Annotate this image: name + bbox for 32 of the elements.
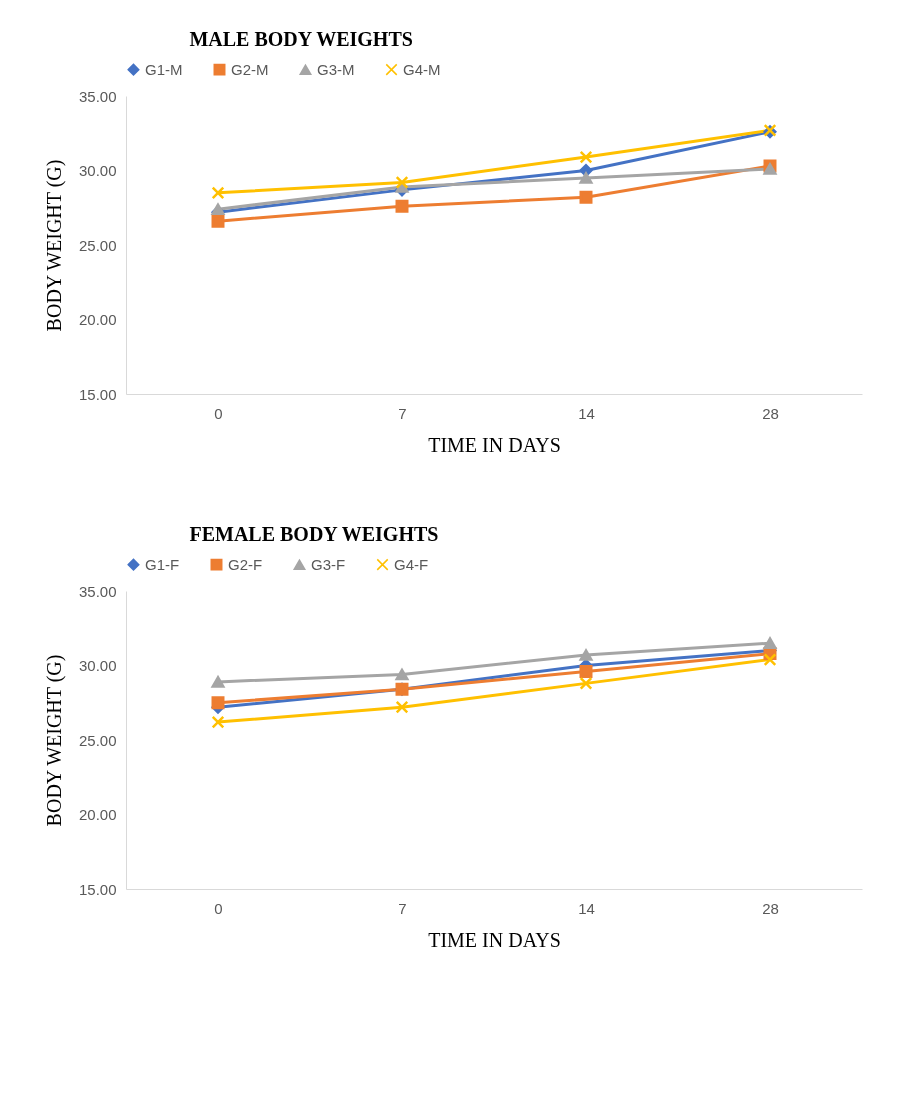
y-tick-label: 20.00 <box>78 311 117 328</box>
legend-label: G1-F <box>145 555 180 573</box>
y-tick-label: 35.00 <box>78 582 117 600</box>
y-axis-title: BODY WEIGHT (G) <box>42 654 66 827</box>
x-tick-label: 7 <box>398 899 407 917</box>
legend-label: G2-F <box>228 555 263 573</box>
y-tick-label: 30.00 <box>78 657 117 674</box>
x-tick-label: 0 <box>214 404 223 422</box>
legend-label: G2-M <box>231 60 269 78</box>
y-tick-label: 25.00 <box>78 731 117 749</box>
chart-title: MALE BODY WEIGHTS <box>189 28 413 50</box>
x-tick-label: 14 <box>578 404 595 422</box>
y-tick-label: 35.00 <box>78 87 117 105</box>
y-axis-title: BODY WEIGHT (G) <box>42 159 66 332</box>
legend-label: G4-F <box>394 555 429 573</box>
x-tick-label: 7 <box>398 404 407 422</box>
chart-title: FEMALE BODY WEIGHTS <box>189 523 439 545</box>
y-tick-label: 25.00 <box>78 236 117 254</box>
x-tick-label: 0 <box>214 899 223 917</box>
x-axis-title: TIME IN DAYS <box>428 928 561 951</box>
x-tick-label: 28 <box>762 404 779 422</box>
y-tick-label: 20.00 <box>78 806 117 823</box>
x-tick-label: 14 <box>578 899 595 917</box>
legend-label: G4-M <box>403 60 441 78</box>
x-tick-label: 28 <box>762 899 779 917</box>
legend-label: G3-M <box>317 60 355 78</box>
legend-label: G1-M <box>145 60 183 78</box>
x-axis-title: TIME IN DAYS <box>428 433 561 456</box>
y-tick-label: 30.00 <box>78 162 117 179</box>
y-tick-label: 15.00 <box>78 385 117 403</box>
legend-label: G3-F <box>311 555 346 573</box>
y-tick-label: 15.00 <box>78 880 117 898</box>
